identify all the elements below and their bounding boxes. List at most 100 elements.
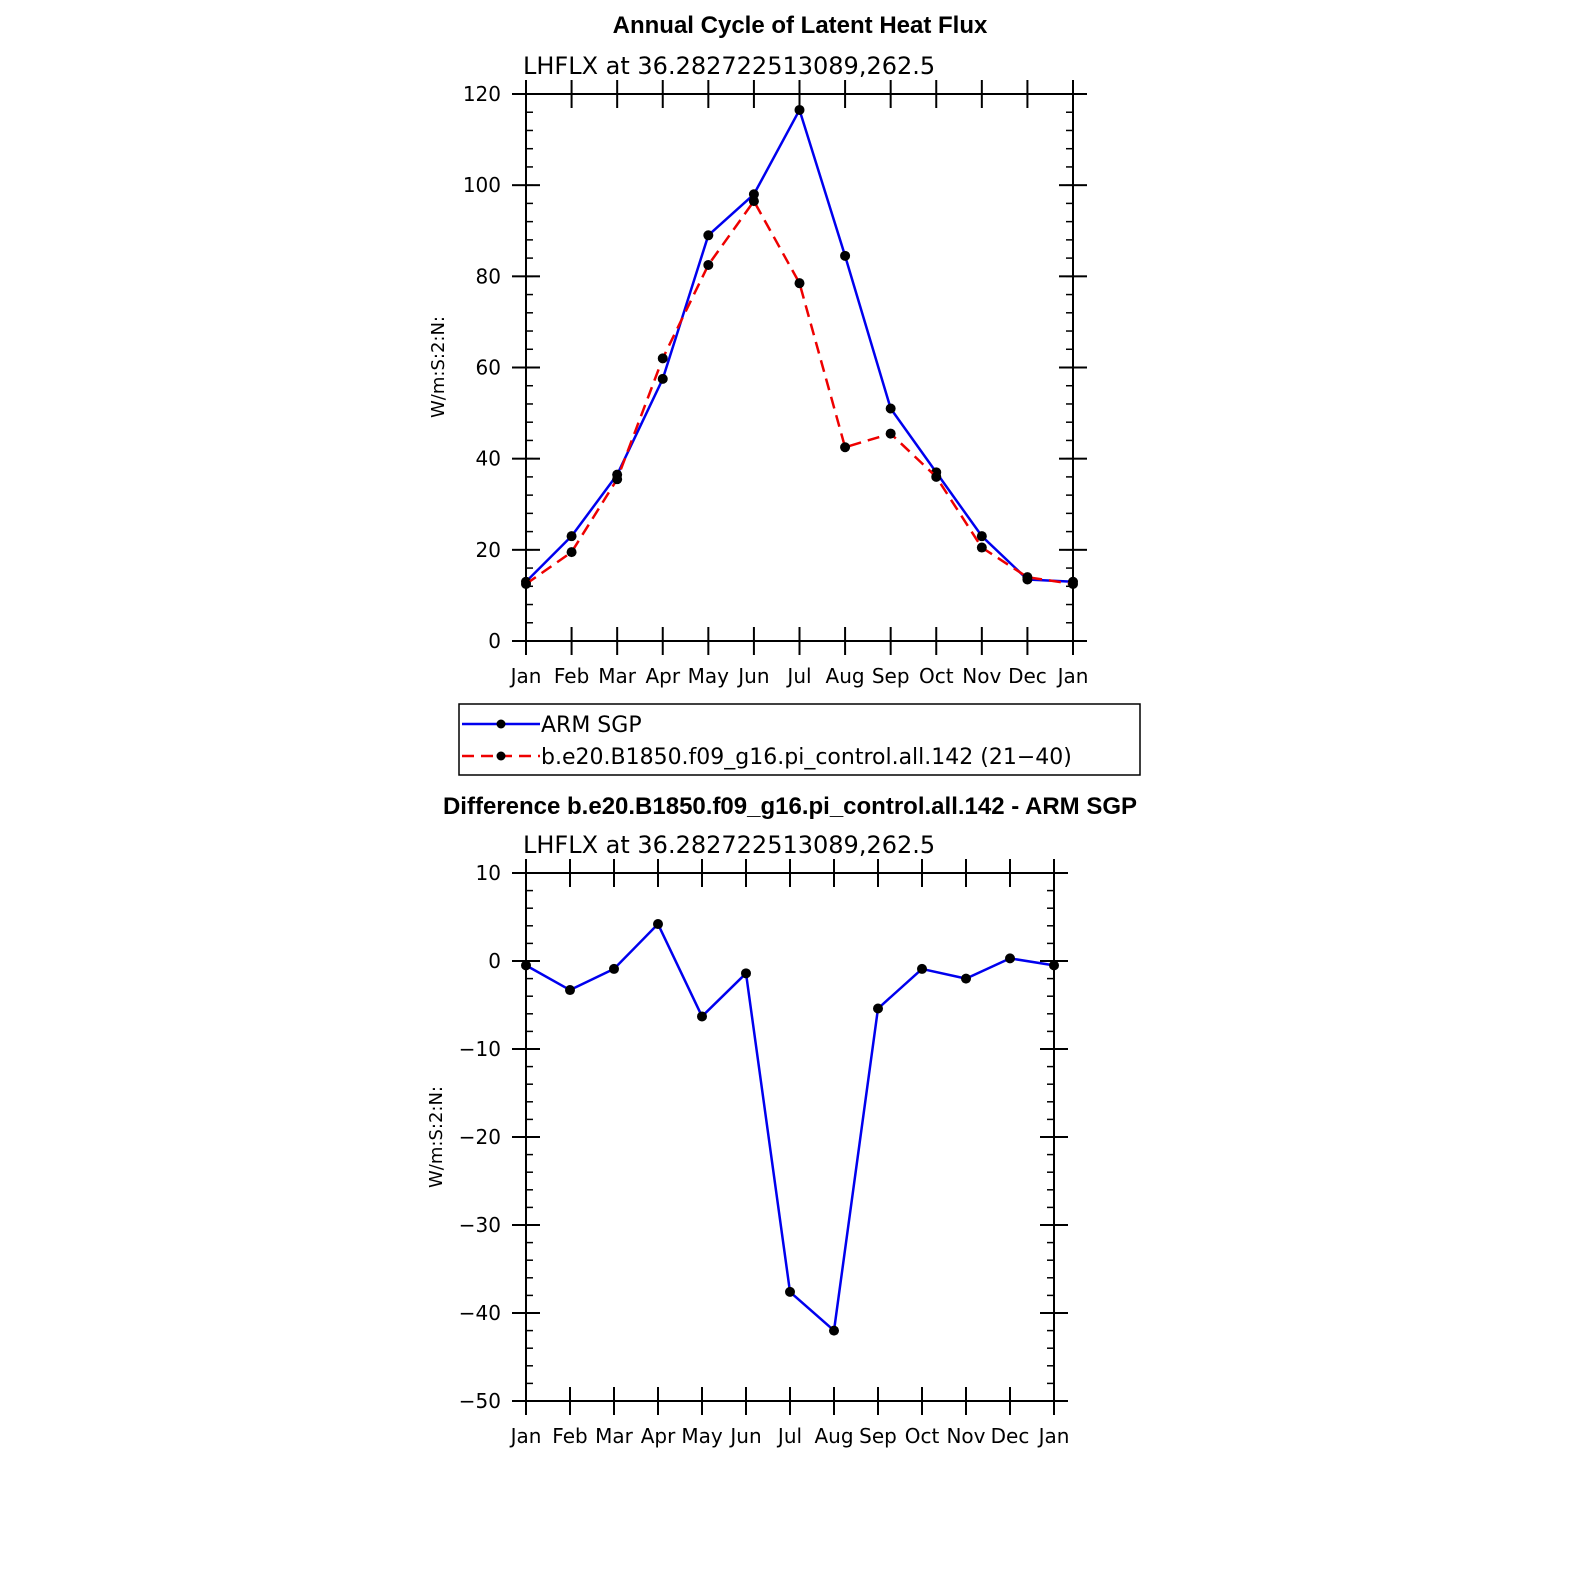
legend-marker-model [496, 751, 506, 761]
c2-series-0-point [697, 1011, 707, 1022]
legend-box [458, 703, 1141, 776]
c1-series-1-point [1022, 572, 1033, 583]
c2-x-tick-label: Nov [946, 1424, 985, 1448]
c1-x-tick-label: Sep [872, 664, 910, 688]
c2-series-0-point [653, 919, 663, 930]
c1-x-tick-label: Oct [919, 664, 954, 688]
chart2-y-axis-label: W/m:S:2:N: [426, 1086, 447, 1188]
c2-x-tick-label: Aug [814, 1424, 853, 1448]
c1-series-1-point [840, 442, 851, 453]
chart1-y-axis-label: W/m:S:2:N: [428, 316, 449, 418]
c2-x-tick-label: Jul [776, 1424, 802, 1448]
c2-y-tick-label: −10 [459, 1037, 501, 1061]
c1-series-0-point [794, 104, 805, 115]
c2-series-0-point [873, 1003, 883, 1014]
c1-y-tick-label: 0 [488, 629, 501, 653]
c2-y-tick-label: 10 [476, 861, 501, 885]
chart1-ticks [512, 80, 1087, 655]
c1-x-tick-label: Aug [826, 664, 865, 688]
chart2-series [521, 919, 1059, 1336]
chart2-plot-frame [525, 872, 1055, 1402]
c2-y-tick-label: 0 [488, 949, 501, 973]
c2-x-tick-label: Dec [991, 1424, 1030, 1448]
c1-series-line-0 [525, 108, 1074, 583]
c2-series-0-point [1049, 960, 1059, 971]
c1-x-tick-label: May [688, 664, 730, 688]
c2-series-0-point [961, 973, 971, 984]
c2-y-tick-label: −50 [459, 1389, 501, 1413]
c2-y-tick-label: −20 [459, 1125, 501, 1149]
c1-x-tick-label: Jul [785, 664, 811, 688]
c2-series-0-point [521, 960, 531, 971]
chart1-title: Annual Cycle of Latent Heat Flux [613, 12, 988, 39]
c1-series-1-point [794, 278, 805, 289]
chart2-title: Difference b.e20.B1850.f09_g16.pi_contro… [443, 793, 1137, 820]
c1-series-0-point [885, 403, 896, 414]
c1-series-0-point [703, 230, 714, 241]
legend-marker-arm-sgp [496, 719, 506, 729]
c2-x-tick-label: Apr [641, 1424, 676, 1448]
c1-series-0-point [657, 373, 668, 384]
c1-y-tick-label: 100 [463, 173, 501, 197]
c1-series-0-point [976, 531, 987, 542]
c2-series-0-point [785, 1286, 795, 1297]
legend-label-arm-sgp: ARM SGP [541, 713, 642, 738]
chart2-ticks [512, 859, 1068, 1415]
c2-series-0-point [609, 963, 619, 974]
annual-cycle-chart: Annual Cycle of Latent Heat Flux LHFLX a… [428, 12, 1088, 688]
c2-series-line-0 [525, 922, 1055, 1332]
chart1-x-tick-labels: Jan Feb Mar Apr May Jun Jul Aug Sep Oct Nov Dec Jan [509, 664, 1089, 688]
c1-series-1-point [748, 196, 759, 207]
c2-x-tick-label: Jan [1037, 1424, 1070, 1448]
c2-x-tick-label: Mar [595, 1424, 634, 1448]
c1-x-tick-label: Dec [1008, 664, 1047, 688]
c2-x-tick-label: Sep [859, 1424, 897, 1448]
c1-series-0-point [840, 250, 851, 261]
c1-series-1-point [931, 471, 942, 482]
c1-series-0-point [566, 531, 577, 542]
c1-y-tick-label: 40 [476, 447, 501, 471]
c1-x-tick-label: Jan [509, 664, 542, 688]
c1-series-line-1 [525, 199, 1074, 586]
c2-x-tick-label: Feb [552, 1424, 587, 1448]
chart2-x-tick-labels: Jan Feb Mar Apr May Jun Jul Aug Sep Oct Nov Dec Jan [509, 1424, 1070, 1448]
c2-series-0-point [917, 963, 927, 974]
chart2-subtitle: LHFLX at 36.282722513089,262.5 [523, 831, 935, 859]
c2-x-tick-label: May [681, 1424, 723, 1448]
c1-x-tick-label: Jun [736, 664, 769, 688]
c1-series-0-point [748, 189, 759, 200]
c1-x-tick-label: Apr [645, 664, 680, 688]
chart2-y-tick-labels: −50 −40 −30 −20 −10 0 10 [459, 861, 501, 1413]
c2-x-tick-label: Jan [509, 1424, 542, 1448]
c2-x-tick-label: Jun [728, 1424, 761, 1448]
c1-series-1-point [976, 542, 987, 553]
c1-y-tick-label: 120 [463, 82, 501, 106]
difference-chart: Difference b.e20.B1850.f09_g16.pi_contro… [426, 793, 1137, 1448]
c1-y-tick-label: 20 [476, 538, 501, 562]
c2-y-tick-label: −30 [459, 1213, 501, 1237]
c1-x-tick-label: Nov [962, 664, 1001, 688]
c1-series-1-point [703, 259, 714, 270]
c2-series-0-point [565, 985, 575, 996]
c2-x-tick-label: Oct [905, 1424, 940, 1448]
c1-y-tick-label: 60 [476, 356, 501, 380]
c2-series-0-point [1005, 953, 1015, 964]
chart1-plot-frame [525, 93, 1074, 642]
c1-y-tick-label: 80 [476, 264, 501, 288]
chart1-y-tick-labels: 0 20 40 60 80 100 120 [463, 82, 501, 653]
c1-x-tick-label: Feb [554, 664, 589, 688]
c1-series-1-point [657, 353, 668, 364]
c2-y-tick-label: −40 [459, 1301, 501, 1325]
c1-x-tick-label: Mar [598, 664, 637, 688]
c1-series-1-point [612, 474, 623, 485]
c1-x-tick-label: Jan [1056, 664, 1089, 688]
c1-series-1-point [566, 547, 577, 558]
c1-series-1-point [885, 428, 896, 439]
legend-label-model: b.e20.B1850.f09_g16.pi_control.all.142 (… [541, 745, 1072, 770]
c1-series-1-point [1068, 579, 1078, 590]
chart1-series [521, 104, 1078, 590]
chart1-legend: ARM SGP b.e20.B1850.f09_g16.pi_control.a… [458, 703, 1141, 776]
c2-series-0-point [741, 968, 751, 979]
c1-series-1-point [521, 579, 531, 590]
